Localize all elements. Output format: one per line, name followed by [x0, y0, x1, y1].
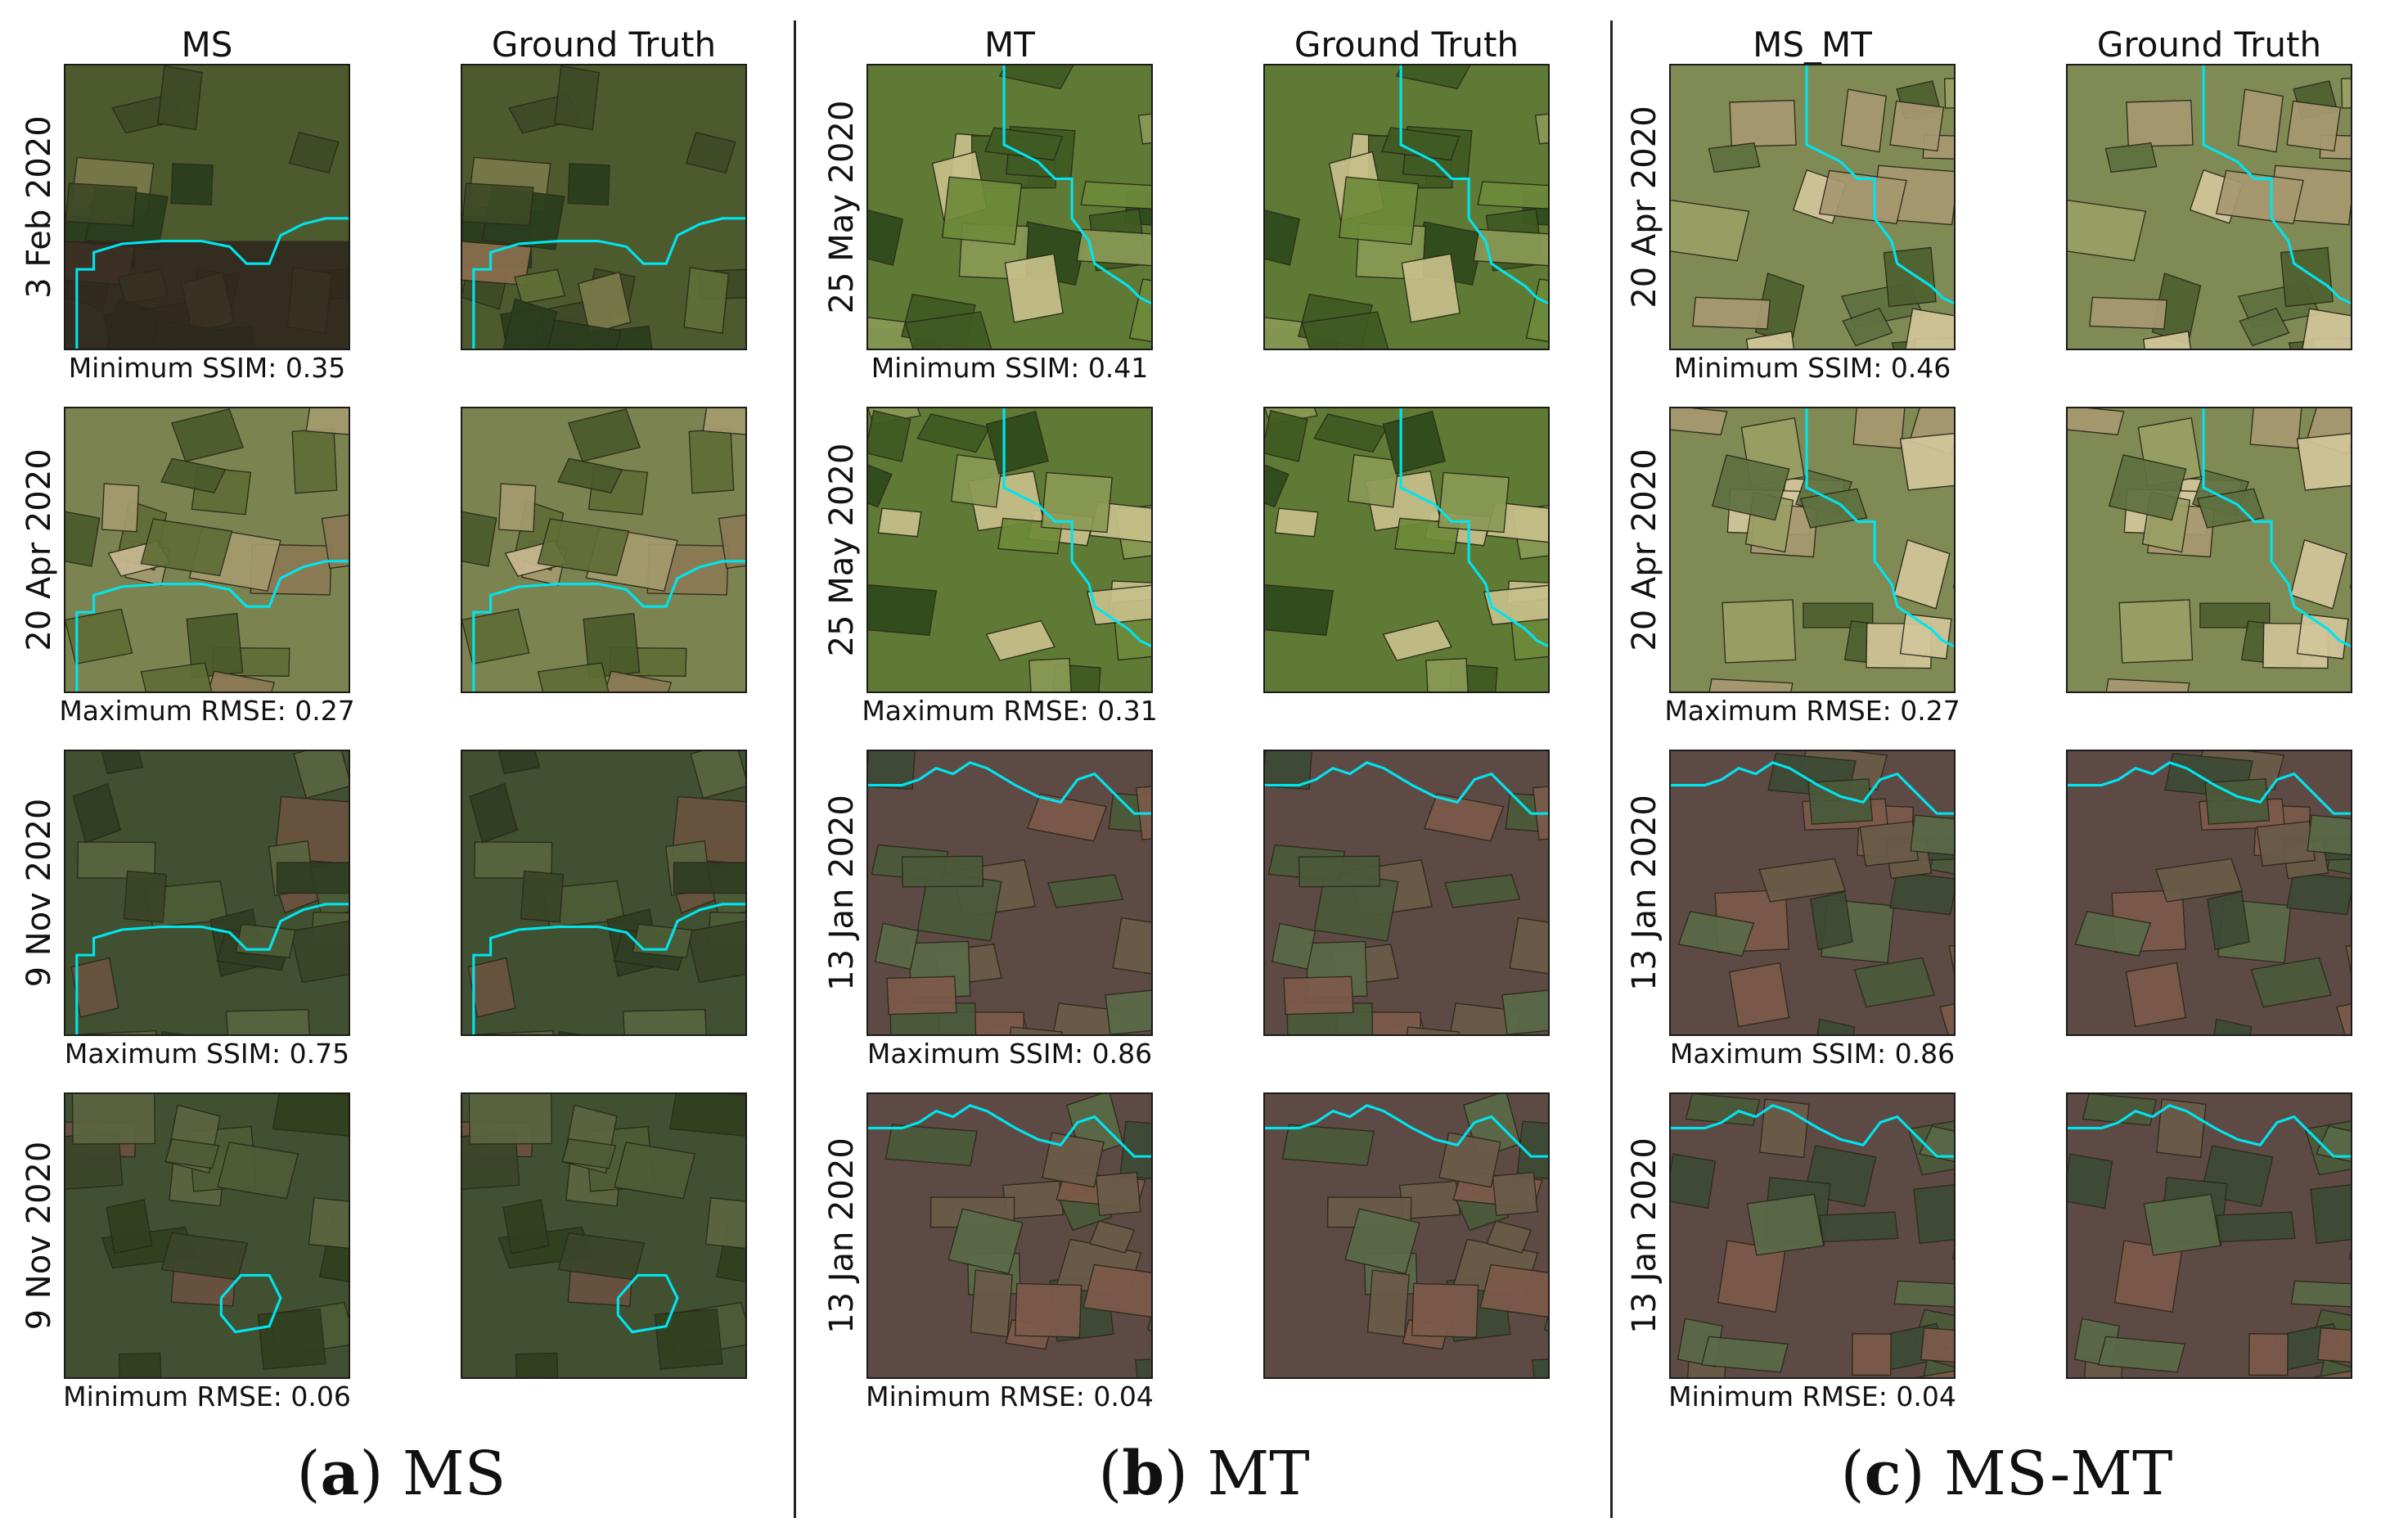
ground-truth-image	[461, 1092, 747, 1379]
metric-label: Minimum SSIM: 0.46	[1673, 352, 1951, 384]
date-label: 20 Apr 2020	[1626, 106, 1663, 309]
prediction-image	[64, 64, 350, 350]
date-label: 13 Jan 2020	[823, 795, 861, 991]
model-column-title: MS_MT	[1753, 25, 1872, 65]
caption-text: MS-MT	[1944, 1439, 2173, 1509]
metric-label: Minimum SSIM: 0.35	[68, 352, 346, 384]
metric-label: Maximum SSIM: 0.86	[1669, 1038, 1956, 1070]
prediction-image	[1669, 750, 1956, 1036]
metric-label: Minimum RMSE: 0.04	[1668, 1381, 1956, 1412]
ground-truth-image	[461, 750, 747, 1036]
panel-caption: (b) MT	[1098, 1439, 1310, 1509]
metric-label: Maximum RMSE: 0.27	[59, 695, 355, 727]
metric-label: Maximum SSIM: 0.86	[866, 1038, 1153, 1070]
prediction-image	[64, 1092, 350, 1379]
date-label: 13 Jan 2020	[1626, 795, 1663, 991]
ground-truth-image	[2066, 407, 2352, 693]
date-label: 9 Nov 2020	[20, 798, 58, 988]
ground-truth-image	[1263, 407, 1550, 693]
caption-letter: b	[1122, 1439, 1165, 1509]
panel-divider	[1610, 20, 1613, 1518]
date-label: 3 Feb 2020	[20, 115, 58, 299]
date-label: 13 Jan 2020	[823, 1137, 861, 1334]
date-label: 25 May 2020	[823, 443, 861, 657]
prediction-image	[866, 64, 1153, 350]
metric-label: Minimum RMSE: 0.06	[63, 1381, 351, 1412]
metric-label: Maximum RMSE: 0.31	[862, 695, 1158, 727]
prediction-image	[1669, 64, 1956, 350]
ground-truth-image	[1263, 750, 1550, 1036]
ground-truth-image	[2066, 64, 2352, 350]
prediction-image	[64, 750, 350, 1036]
ground-truth-image	[461, 407, 747, 693]
panel-c: MS_MT Ground Truth 20 Apr 2020 Minimum SSIM…	[1605, 0, 2408, 1527]
panel-divider	[794, 20, 796, 1518]
metric-label: Maximum SSIM: 0.75	[64, 1038, 350, 1070]
ground-truth-image	[2066, 750, 2352, 1036]
date-label: 25 May 2020	[823, 100, 861, 314]
panel-caption: (a) MS	[296, 1439, 506, 1509]
date-label: 13 Jan 2020	[1626, 1137, 1663, 1334]
prediction-image	[866, 1092, 1153, 1379]
metric-label: Minimum RMSE: 0.04	[866, 1381, 1154, 1412]
model-column-title: MS	[181, 25, 233, 65]
ground-truth-column-title: Ground Truth	[1294, 25, 1519, 65]
metric-label: Minimum SSIM: 0.41	[871, 352, 1149, 384]
ground-truth-image	[1263, 64, 1550, 350]
caption-text: MS	[402, 1439, 506, 1509]
model-column-title: MT	[984, 25, 1035, 65]
panel-b: MT Ground Truth 25 May 2020 Minimum SSIM: 0…	[803, 0, 1605, 1527]
date-label: 20 Apr 2020	[1626, 448, 1663, 651]
date-label: 20 Apr 2020	[20, 448, 58, 651]
date-label: 9 Nov 2020	[20, 1141, 58, 1331]
ground-truth-column-title: Ground Truth	[2096, 25, 2322, 65]
panel-a: MS Ground Truth 3 Feb 2020 Minimum SSIM: 0.…	[0, 0, 803, 1527]
ground-truth-image	[461, 64, 747, 350]
caption-letter: c	[1864, 1439, 1902, 1509]
prediction-image	[64, 407, 350, 693]
panel-caption: (c) MS-MT	[1840, 1439, 2173, 1509]
ground-truth-column-title: Ground Truth	[491, 25, 717, 65]
ground-truth-image	[2066, 1092, 2352, 1379]
prediction-image	[866, 407, 1153, 693]
ground-truth-image	[1263, 1092, 1550, 1379]
prediction-image	[866, 750, 1153, 1036]
metric-label: Maximum RMSE: 0.27	[1664, 695, 1960, 727]
caption-letter: a	[320, 1439, 360, 1509]
prediction-image	[1669, 407, 1956, 693]
caption-text: MT	[1207, 1439, 1310, 1509]
prediction-image	[1669, 1092, 1956, 1379]
